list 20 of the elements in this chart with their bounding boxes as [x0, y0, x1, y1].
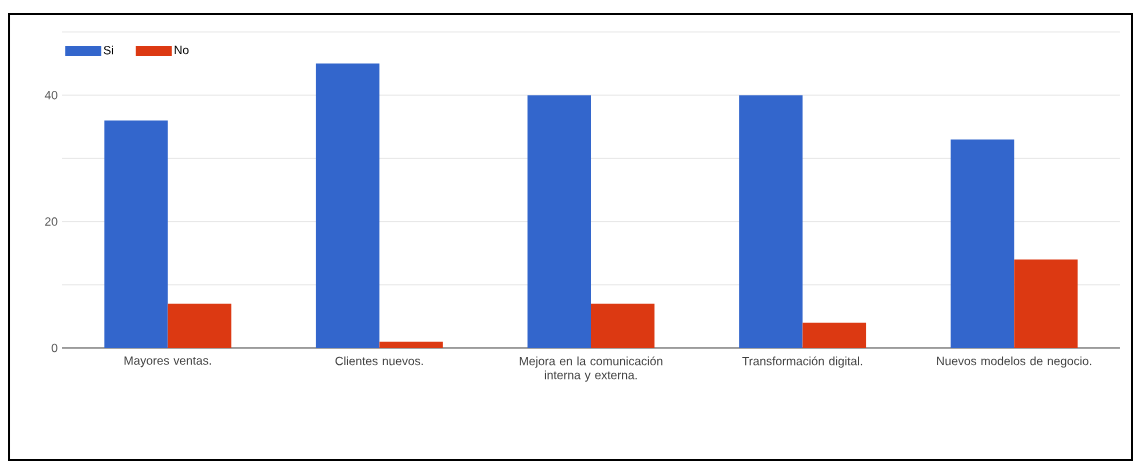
- bar: [802, 322, 867, 348]
- x-tick-label: Clientes nuevos.: [335, 356, 423, 366]
- x-tick-label: Nuevos modelos de negocio.: [937, 356, 1092, 368]
- bar: [739, 95, 803, 348]
- bar: [591, 303, 655, 348]
- legend-label: Si: [103, 45, 114, 55]
- x-tick-label: Mayores ventas.: [124, 356, 211, 368]
- bar: [950, 139, 1015, 348]
- bar: [167, 303, 232, 348]
- bar: [104, 120, 168, 348]
- y-tick-label: 20: [45, 217, 58, 226]
- bar: [1014, 259, 1078, 348]
- bar: [315, 63, 380, 348]
- bar: [379, 341, 443, 348]
- x-tick-label: Transformación digital.: [742, 356, 863, 368]
- bar: [527, 95, 591, 348]
- y-tick-label: 0: [51, 343, 58, 353]
- legend-label: No: [174, 45, 189, 55]
- x-tick-label: Mejora en la comunicación interna y externa.: [519, 356, 663, 382]
- y-tick-label: 40: [44, 90, 58, 100]
